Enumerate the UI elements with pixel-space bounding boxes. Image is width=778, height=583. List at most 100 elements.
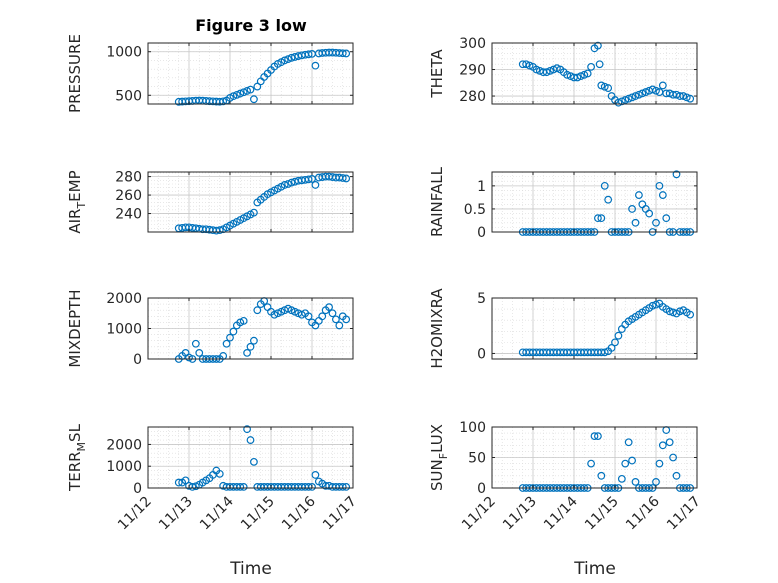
data-point bbox=[311, 61, 320, 70]
minor-grid bbox=[491, 171, 698, 233]
data-point bbox=[311, 471, 320, 479]
data-point bbox=[597, 471, 606, 480]
data-point bbox=[628, 205, 636, 213]
data-point bbox=[665, 307, 674, 316]
y-axis-label-main: TERR bbox=[66, 451, 84, 492]
data-point bbox=[641, 88, 650, 96]
subplot-0: 500 1000 PRESSURE bbox=[66, 34, 354, 113]
data-point bbox=[250, 457, 258, 466]
subplot-2: 240 260 280 AIRTEMP bbox=[66, 170, 354, 235]
data-point bbox=[583, 69, 592, 78]
series-markers bbox=[174, 425, 351, 491]
x-tick-label: 11/17 bbox=[664, 494, 704, 534]
data-point bbox=[232, 90, 241, 99]
x-tick-label: 11/12 bbox=[115, 494, 155, 534]
data-point bbox=[594, 432, 602, 441]
data-point bbox=[250, 95, 258, 104]
data-point bbox=[318, 312, 327, 321]
y-axis-label: AIRTEMP bbox=[66, 170, 88, 233]
data-point bbox=[239, 316, 248, 325]
data-point bbox=[665, 438, 674, 447]
data-point bbox=[253, 306, 262, 315]
data-point bbox=[542, 68, 551, 77]
data-point bbox=[672, 170, 681, 179]
data-point bbox=[573, 73, 582, 82]
y-axis-label-subscript: F bbox=[437, 453, 450, 459]
data-point bbox=[525, 61, 534, 70]
axes-box bbox=[491, 42, 698, 105]
data-point bbox=[338, 49, 347, 58]
data-point bbox=[587, 62, 595, 71]
x-tick-label: 11/14 bbox=[197, 493, 237, 533]
tick-marks bbox=[147, 297, 354, 360]
tick-marks bbox=[491, 426, 698, 489]
data-point bbox=[287, 53, 296, 62]
data-point bbox=[287, 178, 296, 187]
y-tick-label: 2000 bbox=[106, 291, 142, 307]
y-tick-label: 0 bbox=[477, 346, 486, 362]
axes-box bbox=[147, 426, 354, 489]
data-point bbox=[335, 321, 344, 330]
data-point bbox=[174, 478, 183, 487]
data-point bbox=[236, 89, 245, 98]
y-tick-label: 0 bbox=[133, 481, 142, 497]
y-tick-label: 0 bbox=[133, 352, 142, 368]
minor-grid bbox=[147, 172, 354, 233]
data-point bbox=[239, 88, 248, 97]
tick-marks bbox=[491, 42, 698, 104]
data-point bbox=[648, 301, 657, 310]
x-tick-label: 11/13 bbox=[156, 494, 196, 534]
y-tick-label: 300 bbox=[459, 36, 486, 52]
data-point bbox=[652, 86, 660, 95]
y-tick-label: 1000 bbox=[106, 322, 142, 338]
series-markers bbox=[174, 48, 351, 106]
data-point bbox=[655, 181, 664, 190]
y-axis-label: MIXDEPTH bbox=[66, 289, 84, 367]
data-point bbox=[600, 348, 609, 357]
data-point bbox=[181, 476, 190, 485]
data-point bbox=[624, 438, 633, 447]
data-point bbox=[604, 84, 613, 92]
subplot-3: 0 0.5 1 RAINFALL bbox=[428, 166, 698, 241]
series-markers bbox=[518, 299, 695, 357]
data-point bbox=[635, 90, 643, 99]
tick-marks bbox=[491, 297, 698, 359]
data-point bbox=[280, 56, 289, 65]
data-point bbox=[655, 459, 664, 468]
data-point bbox=[325, 303, 333, 312]
y-axis-label: H2OMIXRA bbox=[428, 288, 446, 369]
axes-box bbox=[491, 297, 698, 360]
y-tick-label: 100 bbox=[459, 420, 486, 436]
data-point bbox=[532, 65, 541, 74]
data-point bbox=[621, 96, 630, 104]
x-tick-label: 11/16 bbox=[279, 493, 319, 533]
y-tick-label: 2000 bbox=[106, 437, 142, 453]
data-point bbox=[600, 82, 609, 91]
y-tick-label: 50 bbox=[468, 451, 486, 467]
x-tick-label: 11/15 bbox=[582, 494, 622, 534]
data-point bbox=[672, 471, 681, 480]
y-tick-label: 280 bbox=[459, 89, 486, 105]
data-point bbox=[631, 92, 640, 100]
y-axis-label: THETA bbox=[428, 49, 446, 99]
data-point bbox=[250, 208, 258, 217]
data-point bbox=[638, 89, 647, 98]
data-point bbox=[332, 315, 340, 324]
data-point bbox=[652, 218, 660, 227]
data-point bbox=[635, 191, 643, 199]
data-point bbox=[662, 214, 671, 223]
x-tick-label: 11/14 bbox=[541, 493, 581, 533]
x-axis-label-right: Time bbox=[573, 559, 616, 579]
data-point bbox=[250, 336, 258, 345]
data-point bbox=[280, 181, 289, 189]
data-point bbox=[631, 478, 640, 486]
data-point bbox=[617, 474, 626, 483]
data-point bbox=[191, 339, 200, 348]
tick-marks bbox=[147, 43, 354, 104]
y-axis-label-tail: LUX bbox=[428, 424, 446, 453]
x-tick-label: 11/13 bbox=[500, 494, 540, 534]
data-point bbox=[304, 50, 313, 59]
x-tick-label: 11/15 bbox=[238, 494, 278, 534]
data-point bbox=[243, 87, 251, 95]
